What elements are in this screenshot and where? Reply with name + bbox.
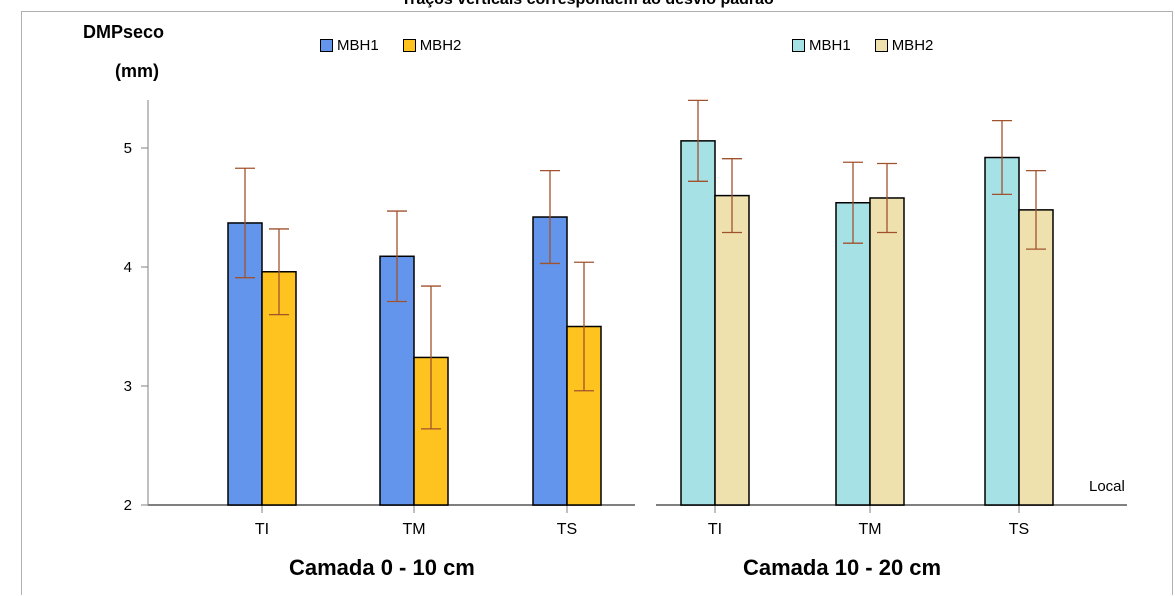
bar-mbh1 (984, 156, 1020, 506)
bar-mbh2 (714, 194, 750, 506)
y-tick-label: 3 (124, 378, 132, 395)
x-tick-label: TS (1009, 521, 1029, 538)
y-tick-label: 5 (124, 140, 132, 157)
legend-item-mbh1: MBH1 (320, 37, 379, 54)
legend-item-mbh1: MBH1 (792, 37, 851, 54)
legend-swatch (792, 39, 805, 52)
legend-right: MBH1 MBH2 (792, 37, 951, 54)
bar-mbh1 (532, 216, 568, 506)
legend-swatch (874, 39, 888, 52)
legend-label: MBH1 (809, 37, 851, 54)
x-tick-label: TI (255, 521, 269, 538)
bar-mbh1 (680, 140, 716, 506)
y-tick-label: 2 (124, 497, 132, 514)
legend-swatch (402, 39, 416, 52)
legend-item-mbh2: MBH2 (402, 37, 462, 54)
bar-mbh2 (869, 197, 905, 506)
legend-label: MBH1 (337, 37, 379, 54)
chart-note: Traços verticais correspondem ao desvio … (0, 0, 1175, 9)
legend-swatch (320, 39, 333, 52)
legend-left: MBH1 MBH2 (320, 37, 479, 54)
legend-label: MBH2 (891, 37, 934, 54)
x-tick-label: TM (858, 521, 881, 538)
chart-frame (21, 11, 1173, 595)
y-tick-label: 4 (124, 259, 132, 276)
x-tick-label: TI (708, 521, 722, 538)
panel-title-left: Camada 0 - 10 cm (289, 555, 475, 580)
x-tick-label: TS (557, 521, 577, 538)
bar-mbh1 (835, 201, 871, 506)
bar-mbh2 (1018, 209, 1054, 506)
y-axis-unit: (mm) (115, 61, 159, 81)
x-tick-label: TM (402, 521, 425, 538)
legend-label: MBH2 (419, 37, 462, 54)
legend-item-mbh2: MBH2 (874, 37, 934, 54)
local-label: Local (1089, 478, 1125, 495)
panel-title-right: Camada 10 - 20 cm (743, 555, 942, 580)
y-axis-label: DMPseco (83, 22, 165, 42)
